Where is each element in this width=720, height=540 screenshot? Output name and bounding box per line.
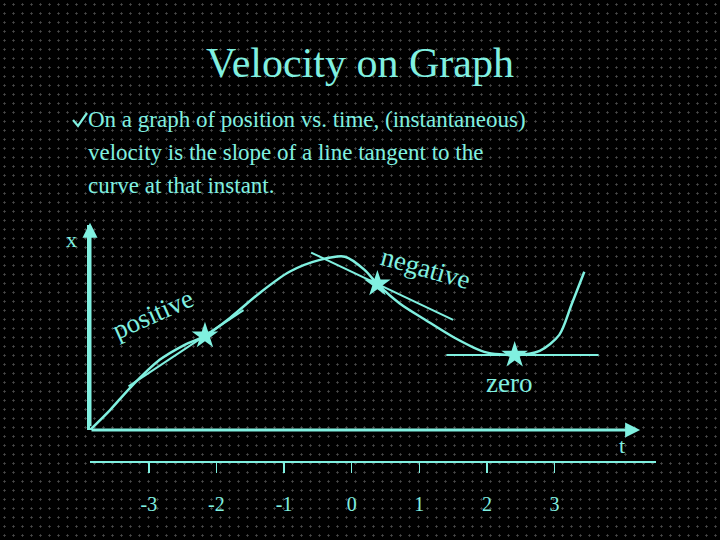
svg-text:-1: -1 <box>276 493 293 515</box>
svg-text:2: 2 <box>482 493 492 515</box>
svg-text:t: t <box>619 433 625 458</box>
svg-text:x: x <box>66 227 77 252</box>
svg-text:positive: positive <box>108 283 198 345</box>
html-text:Velocity on Graph: Velocity on Graph <box>206 40 514 86</box>
svg-text:0: 0 <box>347 493 357 515</box>
svg-text:1: 1 <box>414 493 424 515</box>
svg-text:negative: negative <box>378 241 474 295</box>
svg-text:3: 3 <box>550 493 560 515</box>
html-text:On a graph of position vs. tim: On a graph of position vs. time, (instan… <box>88 107 526 132</box>
svg-text:zero: zero <box>486 368 532 398</box>
svg-text:-2: -2 <box>208 493 225 515</box>
html-text:curve at that instant.: curve at that instant. <box>88 173 275 198</box>
html-text:velocity is the slope of a lin: velocity is the slope of a line tangent … <box>88 140 484 165</box>
svg-text:-3: -3 <box>140 493 157 515</box>
